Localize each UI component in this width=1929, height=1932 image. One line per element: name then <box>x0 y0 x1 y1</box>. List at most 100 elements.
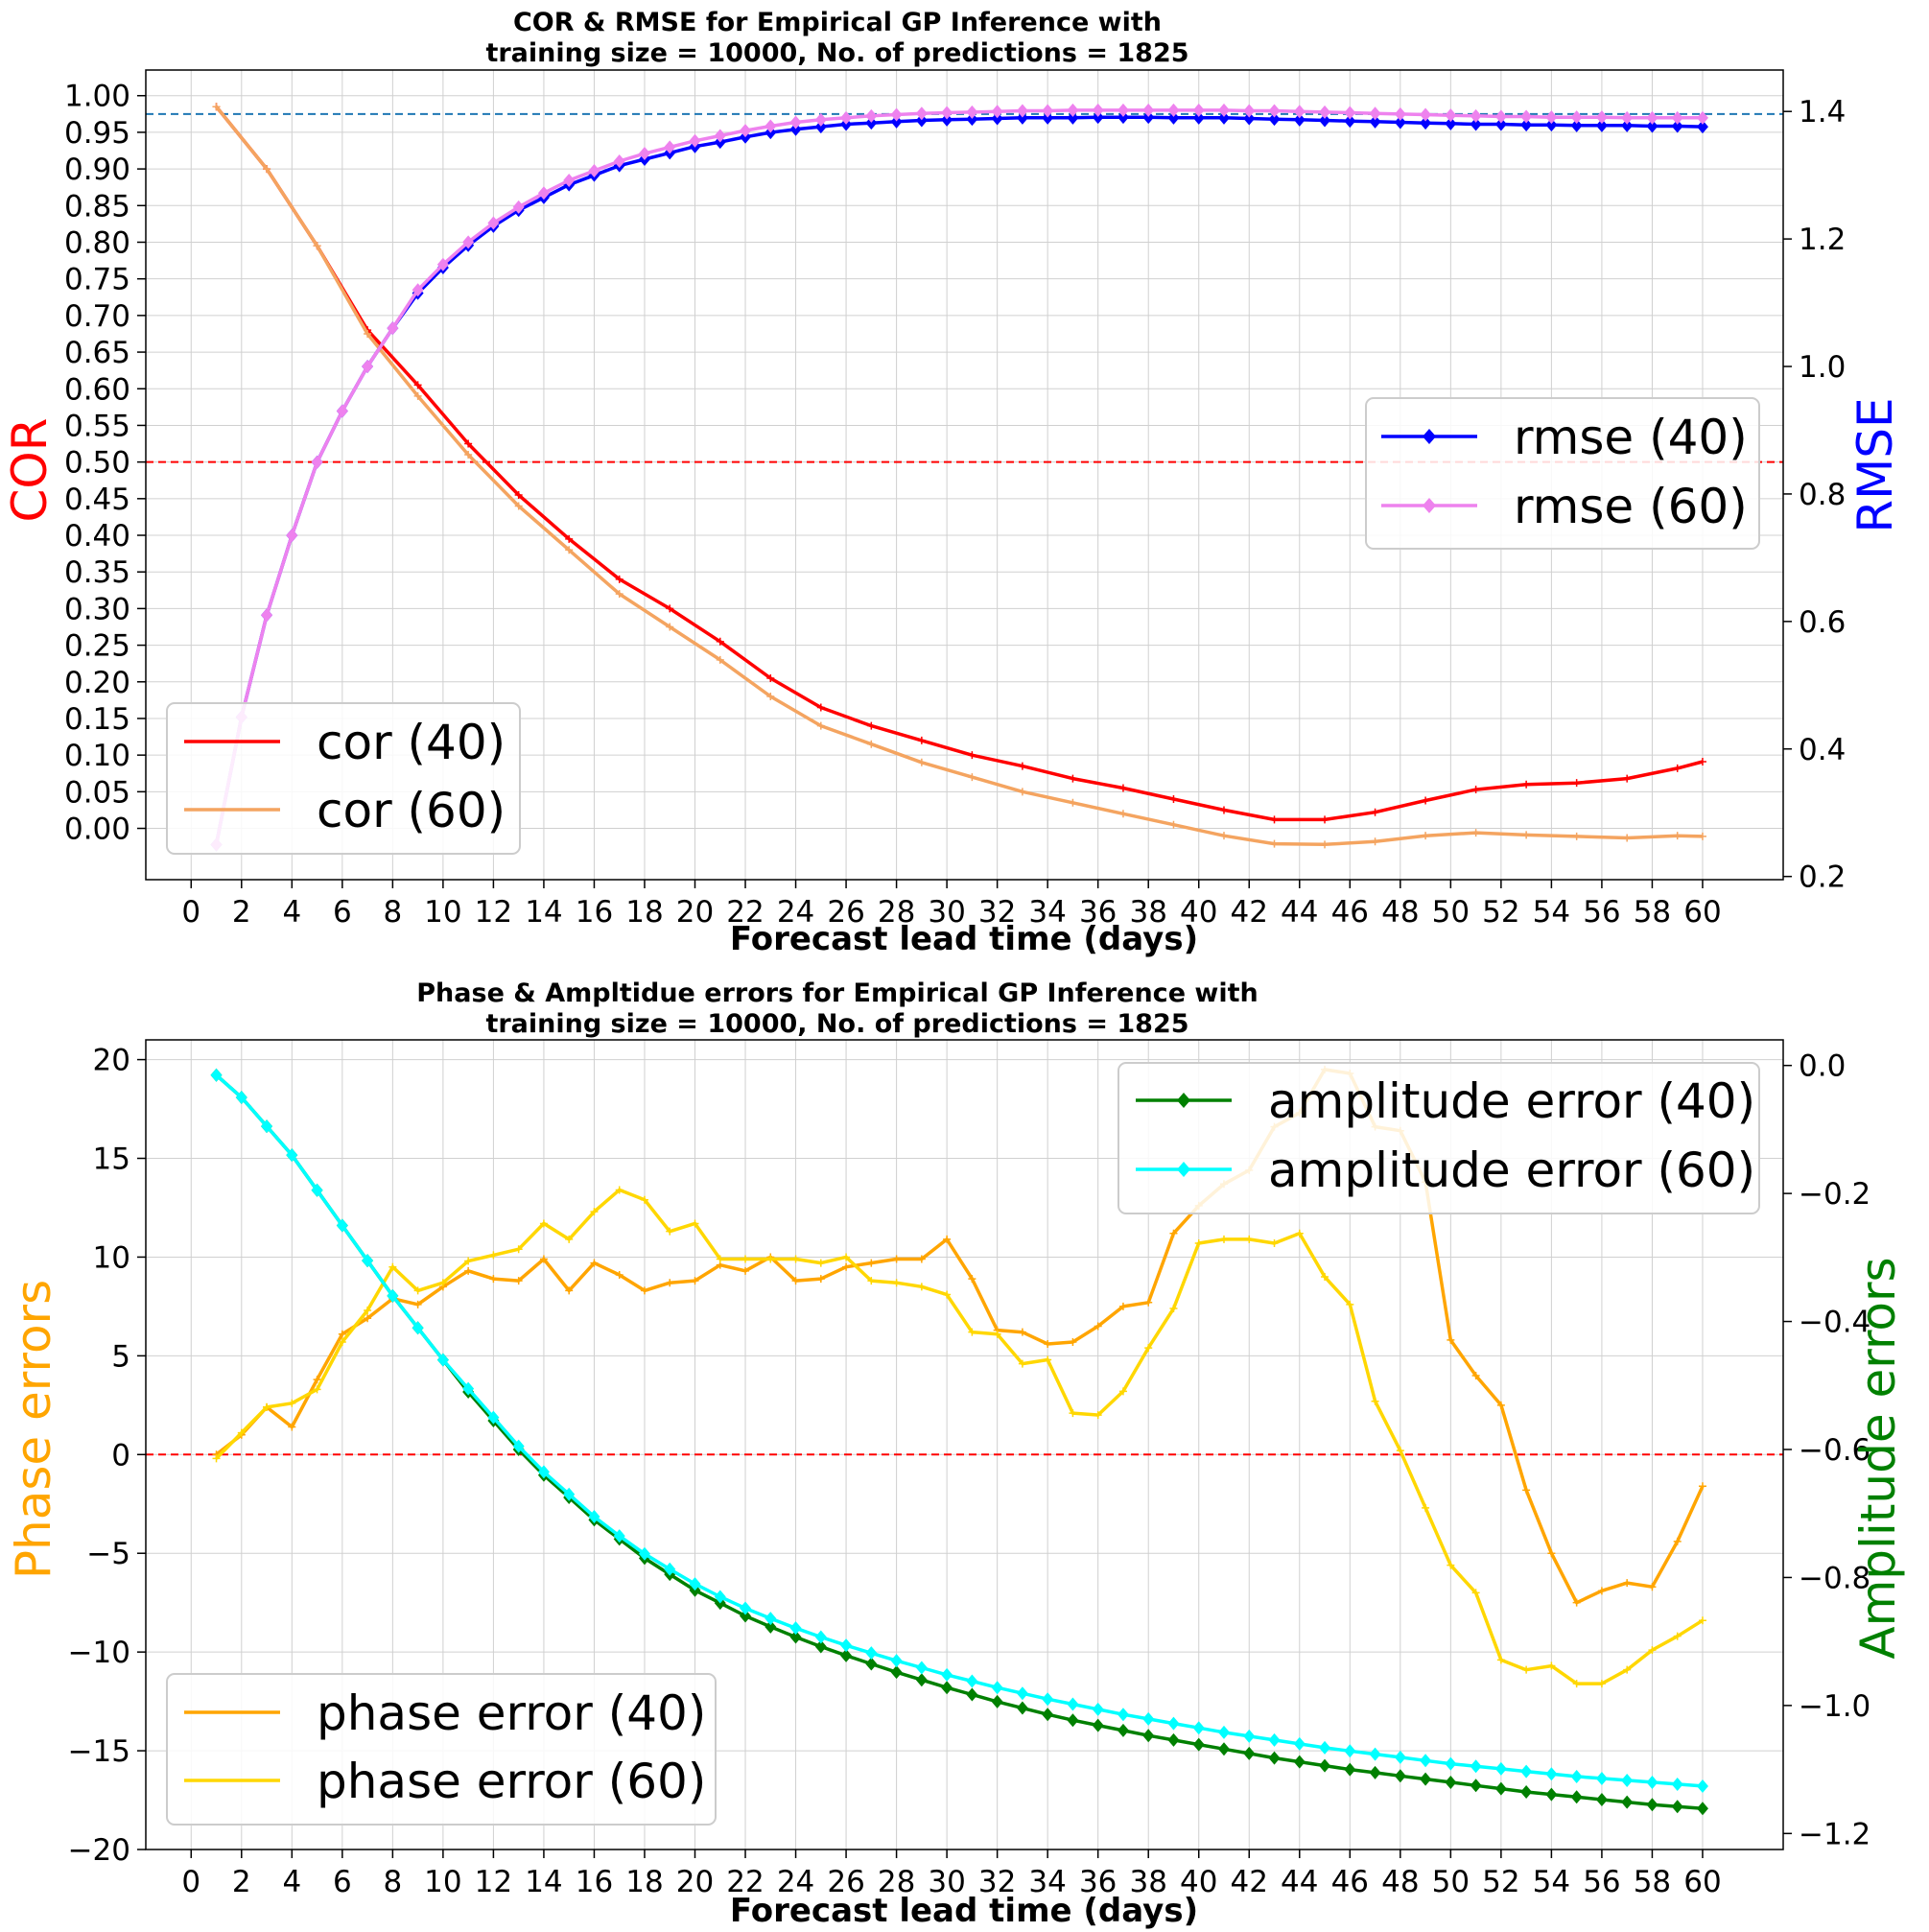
data-point-amplitude-error-60 <box>789 1621 802 1636</box>
data-point-rmse-60 <box>261 608 273 623</box>
data-point-phase-error-60 <box>1245 1235 1254 1243</box>
chart-title-line-1: Phase & Ampltidue errors for Empirical G… <box>416 978 1258 1008</box>
data-point-cor-60 <box>615 590 623 599</box>
data-point-phase-error-60 <box>438 1279 447 1287</box>
data-point-rmse-60 <box>387 321 399 336</box>
x-tick-label: 28 <box>878 895 915 930</box>
data-point-cor-60 <box>364 329 372 338</box>
data-point-amplitude-error-40 <box>991 1694 1003 1708</box>
series-amplitude-error-40 <box>210 1068 1708 1816</box>
y-tick-label: 0.50 <box>64 446 130 481</box>
x-tick-label: 36 <box>1079 895 1117 930</box>
x-tick-label: 48 <box>1381 1865 1419 1899</box>
data-point-rmse-60 <box>1369 106 1381 121</box>
data-point-cor-60 <box>766 693 775 701</box>
data-point-phase-error-60 <box>666 1227 674 1236</box>
data-point-phase-error-60 <box>539 1219 548 1228</box>
data-point-cor-40 <box>1371 808 1379 816</box>
x-tick-label: 44 <box>1281 895 1318 930</box>
series-cor-60 <box>212 103 1706 849</box>
data-point-rmse-60 <box>487 216 500 230</box>
data-point-phase-error-60 <box>489 1251 498 1260</box>
series-amplitude-error-60 <box>210 1068 1708 1793</box>
data-point-phase-error-40 <box>1094 1322 1102 1331</box>
data-point-amplitude-error-40 <box>1570 1790 1583 1804</box>
data-point-phase-error-40 <box>842 1262 851 1271</box>
data-point-rmse-40 <box>1042 110 1054 125</box>
data-point-amplitude-error-60 <box>487 1410 500 1425</box>
y-tick-label: 5 <box>111 1339 130 1374</box>
data-point-amplitude-error-40 <box>966 1687 978 1702</box>
data-point-amplitude-error-60 <box>865 1646 878 1661</box>
data-point-phase-error-60 <box>1422 1503 1430 1512</box>
data-point-amplitude-error-60 <box>714 1590 726 1604</box>
data-point-amplitude-error-60 <box>1570 1769 1583 1783</box>
data-point-amplitude-error-60 <box>1243 1729 1256 1743</box>
x-tick-label: 56 <box>1583 1865 1620 1899</box>
data-point-phase-error-60 <box>514 1245 523 1254</box>
data-point-rmse-60 <box>286 529 298 543</box>
data-point-amplitude-error-60 <box>941 1667 953 1682</box>
data-point-amplitude-error-60 <box>1217 1725 1230 1739</box>
data-point-phase-error-60 <box>1371 1397 1379 1405</box>
data-point-phase-error-60 <box>892 1279 901 1287</box>
data-point-amplitude-error-40 <box>865 1657 878 1671</box>
data-point-phase-error-40 <box>917 1255 926 1263</box>
data-point-amplitude-error-60 <box>1319 1740 1331 1755</box>
data-point-amplitude-error-40 <box>1545 1787 1558 1802</box>
y-axis-label: Phase errors <box>6 1280 61 1579</box>
data-point-cor-40 <box>1623 774 1632 783</box>
data-point-amplitude-error-40 <box>1217 1742 1230 1756</box>
x-tick-label: 36 <box>1079 1865 1117 1899</box>
data-point-rmse-40 <box>1570 118 1583 132</box>
data-point-amplitude-error-40 <box>1494 1781 1507 1796</box>
y2-axis-ticks: 0.2 0.4 0.6 0.8 1.0 1.2 1.4 <box>1783 95 1846 895</box>
series-line-phase-error-40 <box>215 1068 1705 1605</box>
x-tick-label: 42 <box>1231 1865 1268 1899</box>
data-point-amplitude-error-40 <box>1067 1713 1079 1728</box>
data-point-amplitude-error-60 <box>261 1119 273 1134</box>
data-point-cor-60 <box>917 758 926 766</box>
y-tick-label: 0.55 <box>64 409 130 443</box>
data-point-phase-error-60 <box>766 1255 775 1263</box>
data-point-cor-40 <box>1698 758 1706 766</box>
x-tick-label: 24 <box>777 895 814 930</box>
data-point-phase-error-60 <box>816 1259 825 1267</box>
data-point-amplitude-error-60 <box>1394 1750 1406 1764</box>
data-point-rmse-60 <box>1016 104 1028 118</box>
legend-label-cor-40: cor (40) <box>317 715 506 770</box>
data-point-amplitude-error-40 <box>1319 1758 1331 1773</box>
data-point-phase-error-60 <box>1496 1656 1505 1664</box>
data-point-rmse-40 <box>915 113 928 128</box>
data-point-amplitude-error-40 <box>890 1665 903 1680</box>
x-tick-label: 30 <box>928 895 965 930</box>
y-tick-label: 0.70 <box>64 299 130 334</box>
data-point-rmse-40 <box>890 114 903 129</box>
legend-label-phase-60: phase error (60) <box>317 1754 706 1809</box>
series-lines <box>210 1065 1708 1816</box>
data-point-rmse-40 <box>1671 119 1683 133</box>
data-point-amplitude-error-40 <box>1470 1779 1482 1793</box>
x-tick-label: 26 <box>827 1865 864 1899</box>
data-point-phase-error-40 <box>791 1277 800 1285</box>
data-point-rmse-60 <box>1067 103 1079 117</box>
data-point-rmse-60 <box>1420 107 1432 122</box>
data-point-phase-error-40 <box>514 1277 523 1285</box>
data-point-amplitude-error-60 <box>1067 1697 1079 1711</box>
x-tick-label: 26 <box>827 895 864 930</box>
data-point-phase-error-40 <box>867 1259 876 1267</box>
data-point-amplitude-error-60 <box>362 1254 374 1268</box>
data-point-phase-error-60 <box>1169 1304 1178 1312</box>
data-point-rmse-60 <box>563 173 576 187</box>
data-point-cor-40 <box>1422 796 1430 805</box>
x-tick-label: 52 <box>1482 1865 1519 1899</box>
data-point-rmse-40 <box>1494 117 1507 131</box>
data-point-amplitude-error-40 <box>1016 1701 1028 1715</box>
y-tick-label: 0.05 <box>64 775 130 810</box>
data-point-amplitude-error-40 <box>1646 1798 1658 1812</box>
y2-tick-label: 0.4 <box>1799 733 1846 767</box>
data-point-amplitude-error-40 <box>1520 1784 1533 1799</box>
data-point-cor-60 <box>968 773 976 782</box>
x-axis-ticks: 0 2 4 6 8 10 12 14 16 18 20 22 24 26 28 30 32 34 36 38 40 42 4… <box>181 880 1722 930</box>
data-point-amplitude-error-60 <box>286 1148 298 1163</box>
